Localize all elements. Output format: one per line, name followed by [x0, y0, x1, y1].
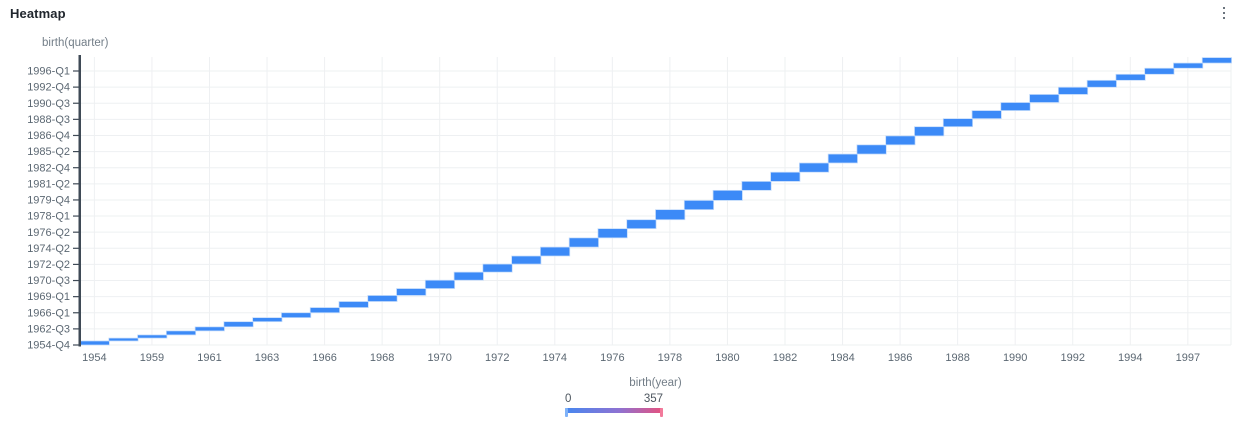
y-tick-label: 1976-Q2 [27, 227, 70, 239]
x-tick-label: 1984 [830, 352, 854, 364]
y-axis-title: birth(quarter) [42, 37, 109, 49]
heatmap-cell-run[interactable] [396, 288, 427, 296]
heatmap-cell-run[interactable] [309, 307, 340, 314]
color-scale-legend: 0 357 [565, 392, 663, 418]
y-tick-label: 1970-Q3 [27, 275, 70, 287]
y-axis-line [78, 55, 81, 347]
kebab-dot [1222, 16, 1226, 20]
x-tick-label: 1980 [715, 352, 739, 364]
x-tick-label: 1966 [312, 352, 336, 364]
y-tick-label: 1974-Q2 [27, 243, 70, 255]
chart-title: Heatmap [10, 6, 66, 21]
y-tick-label: 1982-Q4 [27, 162, 70, 174]
x-tick-label: 1959 [140, 352, 164, 364]
heatmap-cell-run[interactable] [223, 321, 254, 328]
legend-min-handle[interactable] [565, 408, 568, 417]
heatmap-cell-run[interactable] [367, 295, 398, 302]
color-gradient-bar[interactable] [565, 408, 663, 413]
heatmap-cell-run[interactable] [338, 301, 369, 308]
heatmap-cell-run[interactable] [252, 317, 283, 323]
heatmap-cell-run[interactable] [741, 181, 772, 191]
heatmap-cell-run[interactable] [1173, 62, 1204, 69]
y-tick-label: 1992-Q4 [27, 82, 70, 94]
x-axis-title: birth(year) [629, 377, 682, 389]
x-tick-label: 1968 [370, 352, 394, 364]
y-tick-label: 1981-Q2 [27, 178, 70, 190]
heatmap-cell-run[interactable] [1000, 102, 1031, 111]
heatmap-cell-run[interactable] [540, 246, 571, 257]
y-tick-label: 1978-Q1 [27, 211, 70, 223]
heatmap-cell-run[interactable] [770, 171, 801, 182]
heatmap-cell-run[interactable] [1057, 86, 1089, 95]
heatmap-cell-run[interactable] [971, 110, 1002, 120]
x-tick-label: 1963 [255, 352, 279, 364]
x-tick-label: 1974 [543, 352, 567, 364]
legend-max-handle[interactable] [660, 408, 663, 417]
y-tick-label: 1985-Q2 [27, 146, 70, 158]
heatmap-cell-run[interactable] [1086, 79, 1117, 88]
heatmap-cell-run[interactable] [137, 334, 168, 339]
heatmap-cell-run[interactable] [1029, 94, 1060, 103]
y-tick-label: 1990-Q3 [27, 98, 70, 110]
x-tick-label: 1988 [945, 352, 969, 364]
heatmap-cell-run[interactable] [79, 340, 110, 346]
heatmap-cell-run[interactable] [799, 162, 830, 173]
x-tick-label: 1972 [485, 352, 509, 364]
x-tick-label: 1994 [1118, 352, 1142, 364]
x-tick-label: 1976 [600, 352, 624, 364]
heatmap-cell-run[interactable] [712, 189, 743, 201]
y-tick-label: 1954-Q4 [27, 340, 70, 352]
heatmap-cell-run[interactable] [1115, 73, 1146, 81]
heatmap-cell-run[interactable] [108, 337, 139, 342]
heatmap-cell-run[interactable] [597, 228, 628, 239]
x-tick-label: 1961 [197, 352, 221, 364]
heatmap-cell-run[interactable] [165, 330, 197, 336]
y-tick-label: 1996-Q1 [27, 66, 70, 78]
x-tick-label: 1990 [1003, 352, 1027, 364]
x-tick-label: 1970 [427, 352, 451, 364]
y-tick-label: 1986-Q4 [27, 130, 70, 142]
heatmap-cell-run[interactable] [453, 271, 484, 281]
x-tick-label: 1978 [658, 352, 682, 364]
heatmap-cell-run[interactable] [568, 237, 599, 248]
legend-max-value: 357 [643, 393, 663, 405]
x-tick-label: 1954 [82, 352, 106, 364]
heatmap-cell-run[interactable] [424, 279, 456, 289]
heatmap-cell-run[interactable] [194, 326, 225, 332]
x-tick-label: 1986 [888, 352, 912, 364]
heatmap-cell-run[interactable] [655, 209, 686, 221]
heatmap-cell-run[interactable] [856, 144, 887, 155]
heatmap-cell-run[interactable] [1144, 67, 1175, 75]
heatmap-cell-run[interactable] [683, 200, 715, 211]
heatmap-cell-run[interactable] [281, 312, 312, 319]
y-tick-label: 1969-Q1 [27, 291, 70, 303]
y-tick-label: 1966-Q1 [27, 307, 70, 319]
heatmap-cell-run[interactable] [626, 219, 657, 230]
y-tick-label: 1962-Q3 [27, 323, 70, 335]
y-tick-label: 1972-Q2 [27, 259, 70, 271]
x-tick-label: 1992 [1060, 352, 1084, 364]
heatmap-cell-run[interactable] [511, 255, 542, 265]
y-tick-label: 1979-Q4 [27, 195, 70, 207]
x-tick-label: 1997 [1176, 352, 1200, 364]
kebab-menu-icon[interactable] [1216, 4, 1232, 22]
heatmap-cell-run[interactable] [1201, 57, 1232, 64]
x-tick-label: 1982 [773, 352, 797, 364]
kebab-dot [1222, 6, 1226, 10]
heatmap-cell-run[interactable] [482, 263, 513, 273]
legend-min-value: 0 [565, 393, 572, 405]
heatmap-cell-run[interactable] [885, 135, 916, 146]
heatmap-cell-run[interactable] [942, 118, 973, 128]
heatmap-cell-run[interactable] [914, 126, 945, 137]
y-tick-label: 1988-Q3 [27, 114, 70, 126]
kebab-dot [1222, 11, 1226, 15]
heatmap-cell-run[interactable] [827, 153, 858, 164]
